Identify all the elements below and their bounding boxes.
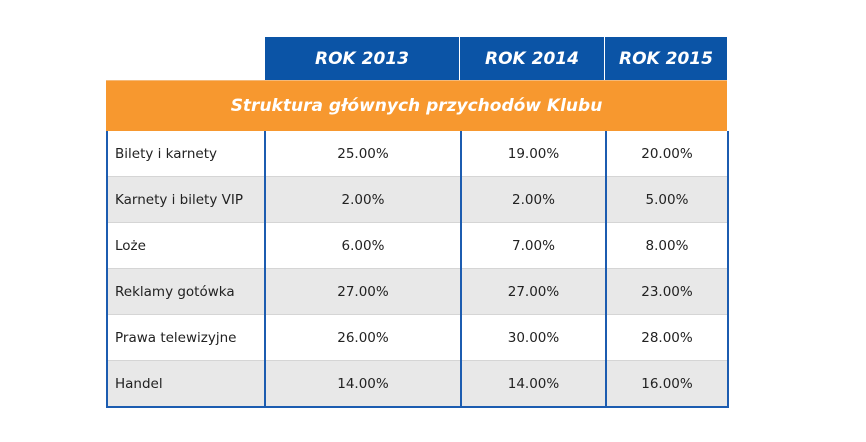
table-row: Prawa telewizyjne 26.00% 30.00% 28.00%	[107, 314, 728, 361]
table-row: Handel 14.00% 14.00% 16.00%	[107, 360, 728, 407]
value-cell: 14.00%	[265, 360, 462, 407]
revenue-table: ROK 2013 ROK 2014 ROK 2015 Struktura głó…	[106, 37, 729, 408]
value-cell: 14.00%	[461, 360, 607, 407]
value-cell: 2.00%	[461, 176, 607, 223]
value-cell: 19.00%	[461, 131, 607, 177]
section-title: Struktura głównych przychodów Klubu	[106, 80, 727, 131]
data-table: Bilety i karnety 25.00% 19.00% 20.00% Ka…	[106, 131, 729, 408]
value-cell: 28.00%	[606, 314, 728, 361]
year-header-row: ROK 2013 ROK 2014 ROK 2015	[106, 37, 727, 80]
value-cell: 2.00%	[265, 176, 462, 223]
year-header-2014: ROK 2014	[460, 37, 605, 80]
table-row: Reklamy gotówka 27.00% 27.00% 23.00%	[107, 268, 728, 315]
table-row: Bilety i karnety 25.00% 19.00% 20.00%	[107, 131, 728, 177]
row-label: Karnety i bilety VIP	[107, 176, 266, 223]
value-cell: 6.00%	[265, 222, 462, 269]
table-row: Karnety i bilety VIP 2.00% 2.00% 5.00%	[107, 176, 728, 223]
row-label: Bilety i karnety	[107, 131, 266, 177]
value-cell: 5.00%	[606, 176, 728, 223]
value-cell: 20.00%	[606, 131, 728, 177]
table-row: Loże 6.00% 7.00% 8.00%	[107, 222, 728, 269]
row-label: Prawa telewizyjne	[107, 314, 266, 361]
value-cell: 27.00%	[461, 268, 607, 315]
row-label: Reklamy gotówka	[107, 268, 266, 315]
year-header-2013: ROK 2013	[264, 37, 460, 80]
blank-corner-cell	[106, 37, 264, 80]
value-cell: 30.00%	[461, 314, 607, 361]
value-cell: 7.00%	[461, 222, 607, 269]
value-cell: 16.00%	[606, 360, 728, 407]
value-cell: 8.00%	[606, 222, 728, 269]
value-cell: 23.00%	[606, 268, 728, 315]
row-label: Loże	[107, 222, 266, 269]
value-cell: 26.00%	[265, 314, 462, 361]
value-cell: 27.00%	[265, 268, 462, 315]
row-label: Handel	[107, 360, 266, 407]
year-header-2015: ROK 2015	[605, 37, 727, 80]
value-cell: 25.00%	[265, 131, 462, 177]
